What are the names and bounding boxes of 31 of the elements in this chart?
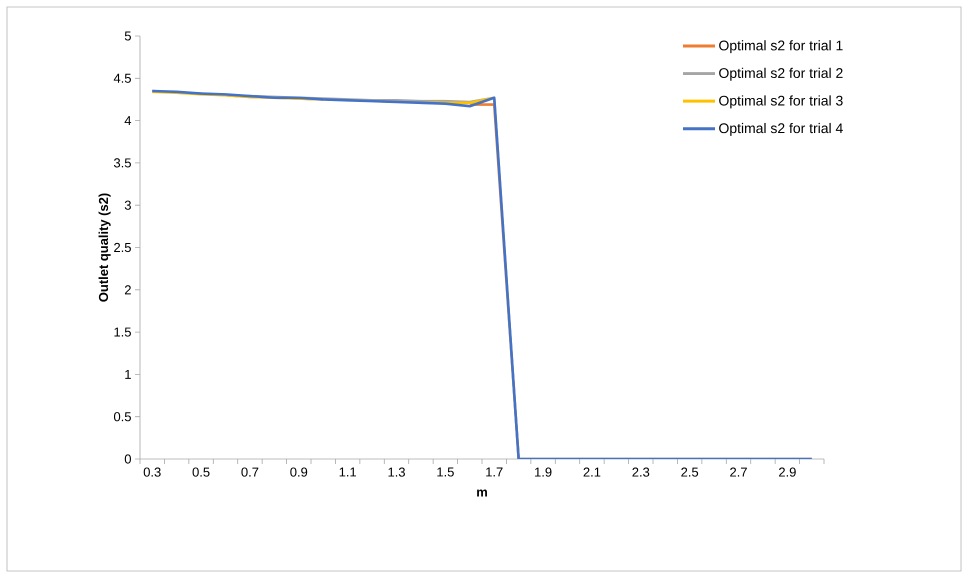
y-tick-label: 1.5 bbox=[114, 328, 131, 337]
y-tick-label: 4.5 bbox=[114, 74, 131, 83]
legend-label: Optimal s2 for trial 1 bbox=[719, 40, 843, 54]
x-tick-label: 2.9 bbox=[779, 468, 796, 477]
x-tick-label: 2.5 bbox=[681, 468, 698, 477]
x-tick-label: 1.1 bbox=[340, 468, 356, 476]
y-axis-title: Outlet quality (s2) bbox=[98, 193, 111, 302]
x-tick-label: 0.9 bbox=[290, 468, 308, 477]
y-tick-label: 0.5 bbox=[114, 412, 131, 422]
x-tick-label: 2.7 bbox=[730, 468, 747, 477]
y-tick-label: 5 bbox=[124, 31, 131, 41]
x-tick-label: 1.9 bbox=[535, 468, 552, 477]
x-tick-label: 0.5 bbox=[192, 468, 210, 477]
legend-label: Optimal s2 for trial 2 bbox=[719, 68, 843, 81]
x-tick-label: 2.1 bbox=[584, 468, 600, 477]
y-tick-label: 0 bbox=[124, 454, 131, 464]
y-tick-label: 2 bbox=[124, 285, 131, 294]
legend-label: Optimal s2 for trial 3 bbox=[719, 95, 843, 108]
legend-label: Optimal s2 for trial 4 bbox=[719, 122, 843, 136]
x-tick-label: 2.3 bbox=[632, 468, 650, 477]
x-tick-label: 1.7 bbox=[486, 468, 503, 476]
y-tick-label: 2.5 bbox=[114, 242, 131, 252]
x-tick-label: 0.3 bbox=[144, 468, 161, 477]
x-tick-label: 0.7 bbox=[241, 468, 258, 477]
y-tick-label: 4 bbox=[124, 116, 132, 126]
x-tick-label: 1.5 bbox=[437, 468, 454, 477]
y-tick-label: 3.5 bbox=[114, 158, 131, 168]
x-tick-label: 1.3 bbox=[388, 468, 405, 477]
y-tick-label: 1 bbox=[125, 370, 131, 379]
x-axis-title: m bbox=[477, 490, 487, 497]
y-tick-label: 3 bbox=[124, 200, 131, 210]
